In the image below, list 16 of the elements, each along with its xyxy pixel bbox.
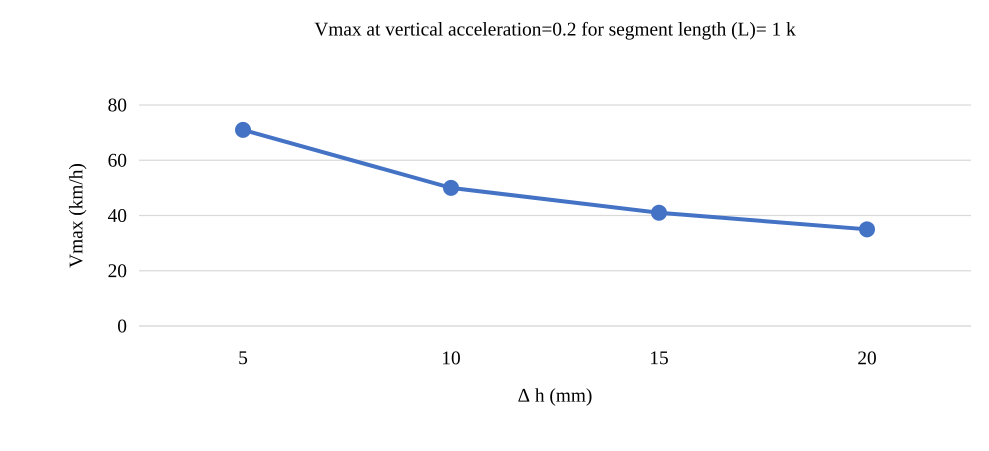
x-tick-label: 20 [858,351,876,364]
x-tick-label: 10 [443,351,460,364]
point [235,122,252,138]
chart-title: Vmax at vertical acceleration=0.2 for segment length (L)= 1 k [314,22,796,40]
y-tick-label: 40 [108,208,126,222]
point [859,221,876,238]
point [651,204,668,221]
x-axis-title: Δ h (mm) [518,388,592,406]
point [443,180,460,196]
x-tick-label: 15 [651,351,668,364]
x-tick-label: 5 [239,351,248,364]
y-tick-label: 20 [108,264,126,278]
y-axis-title: Vmax (km/h) [68,164,86,268]
y-tick-label: 60 [108,154,126,167]
y-tick-label: 0 [118,319,126,333]
y-tick-label: 80 [108,98,126,112]
